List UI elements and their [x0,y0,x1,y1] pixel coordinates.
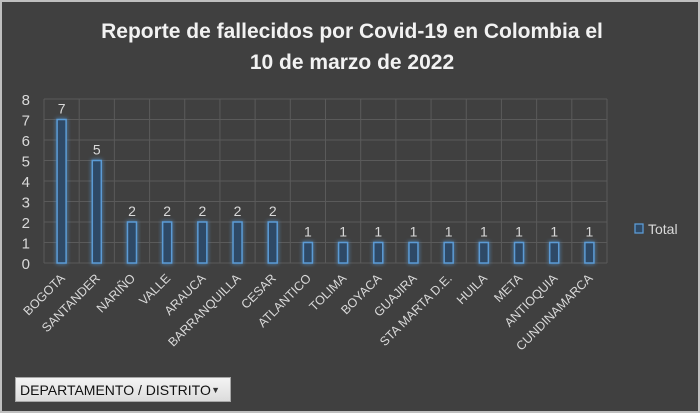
data-label: 1 [480,224,488,240]
y-tick-label: 6 [22,133,30,150]
y-tick-label: 7 [22,113,30,130]
field-button-label: DEPARTAMENTO / DISTRITO [20,381,211,398]
x-tick-label: HUILA [454,271,490,307]
bar-arauca [197,221,208,264]
bar-bogota [56,118,67,264]
chart-title-line-2: 10 de marzo de 2022 [249,51,455,74]
bar-santander [91,159,103,264]
y-tick-label: 1 [22,236,30,253]
y-tick-label: 4 [22,174,30,191]
data-label: 1 [586,224,594,240]
bar-huila [478,241,490,264]
bar-tolima [337,241,349,264]
data-label: 1 [515,224,523,240]
bar-guajira [408,241,419,264]
bar-valle [161,221,173,264]
data-label: 1 [304,224,312,240]
data-label: 1 [339,224,347,240]
dropdown-arrow-icon[interactable]: ▼ [211,384,220,395]
data-label: 2 [163,203,171,219]
data-label: 1 [410,224,418,240]
data-label: 2 [269,203,277,219]
bar-atlantico [302,241,314,264]
bar-cundinamarca [584,241,595,264]
field-filter-button[interactable]: DEPARTAMENTO / DISTRITO ▼ [15,377,231,402]
bar-antioquia [548,241,560,264]
legend-label: Total [648,221,678,237]
data-label: 1 [445,224,453,240]
chart-title: Reporte de fallecidos por Covid-19 en Co… [2,16,698,78]
bar-boyaca [373,241,384,264]
bar-sta-marta-d-e- [443,241,454,264]
data-label: 7 [58,101,66,117]
y-tick-label: 0 [22,256,30,273]
bar-meta [513,241,525,264]
y-tick-label: 2 [22,215,30,232]
chart-title-line-1: Reporte de fallecidos por Covid-19 en Co… [101,20,603,43]
data-label: 2 [198,203,206,219]
x-tick-label: NARIÑO [94,271,138,315]
data-label: 1 [374,224,382,240]
y-tick-label: 5 [22,154,30,171]
data-label: 2 [128,203,136,219]
data-label: 5 [93,142,101,158]
data-label: 1 [550,224,558,240]
bar-barranquilla [232,221,243,264]
bar-cesar [267,221,278,264]
y-tick-label: 8 [22,92,30,109]
legend-swatch [634,223,644,234]
bar-nariño [126,221,138,264]
data-label: 2 [234,203,242,219]
y-tick-label: 3 [22,195,30,212]
